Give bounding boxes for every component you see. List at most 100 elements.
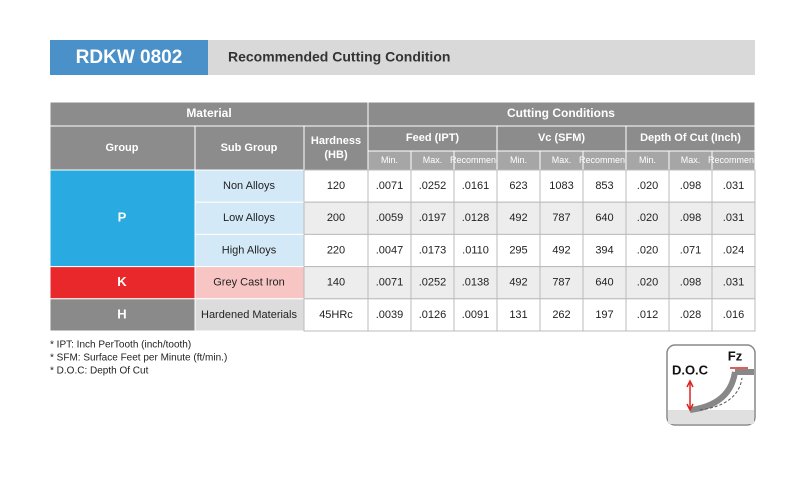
column-header: Feed (IPT) — [406, 132, 460, 144]
value: 295 — [509, 244, 527, 256]
cell — [194, 298, 305, 332]
group-label: H — [117, 306, 126, 321]
code-badge — [50, 40, 208, 75]
cell — [194, 125, 305, 171]
value: .0197 — [419, 212, 447, 224]
value: .0091 — [462, 309, 490, 321]
diagram-frame — [666, 344, 756, 426]
column-header: Sub Group — [221, 142, 278, 154]
doc-arrowheads — [686, 379, 694, 412]
footnote: * SFM: Surface Feet per Minute (ft/min.) — [50, 353, 227, 364]
cell — [303, 298, 369, 332]
cell — [410, 169, 455, 203]
cell — [539, 266, 584, 300]
value: .012 — [637, 309, 658, 321]
value: .028 — [680, 309, 701, 321]
sub-group: Grey Cast Iron — [213, 277, 285, 289]
sub-column-header: Min. — [381, 155, 398, 165]
cell — [496, 266, 541, 300]
value: .0138 — [462, 277, 490, 289]
footnote: * D.O.C: Depth Of Cut — [50, 366, 149, 377]
title: Recommended Cutting Condition — [228, 49, 450, 65]
sub-column-header: Recommend — [450, 155, 501, 165]
cutter-arc — [689, 371, 738, 413]
column-header: Vc (SFM) — [538, 132, 585, 144]
value: 262 — [552, 309, 570, 321]
cell — [453, 298, 498, 332]
cell — [367, 101, 756, 127]
cell — [711, 298, 756, 332]
cell — [625, 298, 670, 332]
cell — [582, 298, 627, 332]
sub-group: High Alloys — [222, 244, 277, 256]
cell — [625, 125, 756, 152]
value: .031 — [723, 212, 744, 224]
cell — [410, 233, 455, 268]
cell — [711, 201, 756, 235]
value: .020 — [637, 277, 658, 289]
cell — [668, 201, 713, 235]
value: 787 — [552, 212, 570, 224]
cell — [496, 298, 541, 332]
group-label: K — [117, 274, 127, 289]
sub-group: Hardened Materials — [201, 309, 297, 321]
sub-group: Non Alloys — [223, 180, 275, 192]
sub-column-header: Min. — [639, 155, 656, 165]
value: 394 — [595, 244, 613, 256]
cell — [303, 169, 369, 203]
diagram: D.O.C Fz — [666, 344, 756, 426]
value: 640 — [595, 212, 613, 224]
value: .016 — [723, 309, 744, 321]
value: .0161 — [462, 180, 490, 192]
value: .098 — [680, 180, 701, 192]
table: Material Cutting Conditions Group Sub Group… — [49, 101, 759, 332]
value: 492 — [509, 212, 527, 224]
cell — [453, 233, 498, 268]
cell — [49, 298, 196, 332]
value: .024 — [723, 244, 744, 256]
cell — [49, 266, 196, 300]
cell — [582, 169, 627, 203]
title-bar — [208, 40, 755, 75]
column-header: Depth Of Cut (Inch) — [640, 132, 741, 144]
sub-column-header: Max. — [423, 155, 443, 165]
value: .0252 — [419, 277, 447, 289]
column-header: (HB) — [324, 149, 348, 161]
cutter-path — [699, 377, 743, 411]
value: .020 — [637, 244, 658, 256]
sub-column-header: Max. — [552, 155, 572, 165]
value: .0039 — [376, 309, 404, 321]
value: 640 — [595, 277, 613, 289]
value: .031 — [723, 277, 744, 289]
hardness: 220 — [327, 244, 345, 256]
sub-group: Low Alloys — [223, 212, 275, 224]
value: .0252 — [419, 180, 447, 192]
cell — [194, 169, 305, 203]
value: .071 — [680, 244, 701, 256]
value: .020 — [637, 180, 658, 192]
value: 1083 — [549, 180, 573, 192]
value: .031 — [723, 180, 744, 192]
hardness: 140 — [327, 277, 345, 289]
value: 853 — [595, 180, 613, 192]
cell — [625, 266, 670, 300]
cell — [668, 233, 713, 268]
cell — [367, 266, 412, 300]
cell — [367, 298, 412, 332]
value: .0071 — [376, 277, 404, 289]
group-label: P — [118, 210, 127, 225]
cell — [49, 169, 196, 268]
value: 623 — [509, 180, 527, 192]
sub-column-header: Recommend — [579, 155, 630, 165]
footnote: * IPT: Inch PerTooth (inch/tooth) — [50, 340, 191, 351]
cell — [496, 201, 541, 235]
value: 197 — [595, 309, 613, 321]
cell — [539, 298, 584, 332]
doc-label: D.O.C — [672, 362, 709, 377]
cell — [303, 233, 369, 268]
cell — [367, 125, 498, 152]
cell — [539, 201, 584, 235]
value: .0059 — [376, 212, 404, 224]
cell — [668, 266, 713, 300]
value: 131 — [509, 309, 527, 321]
